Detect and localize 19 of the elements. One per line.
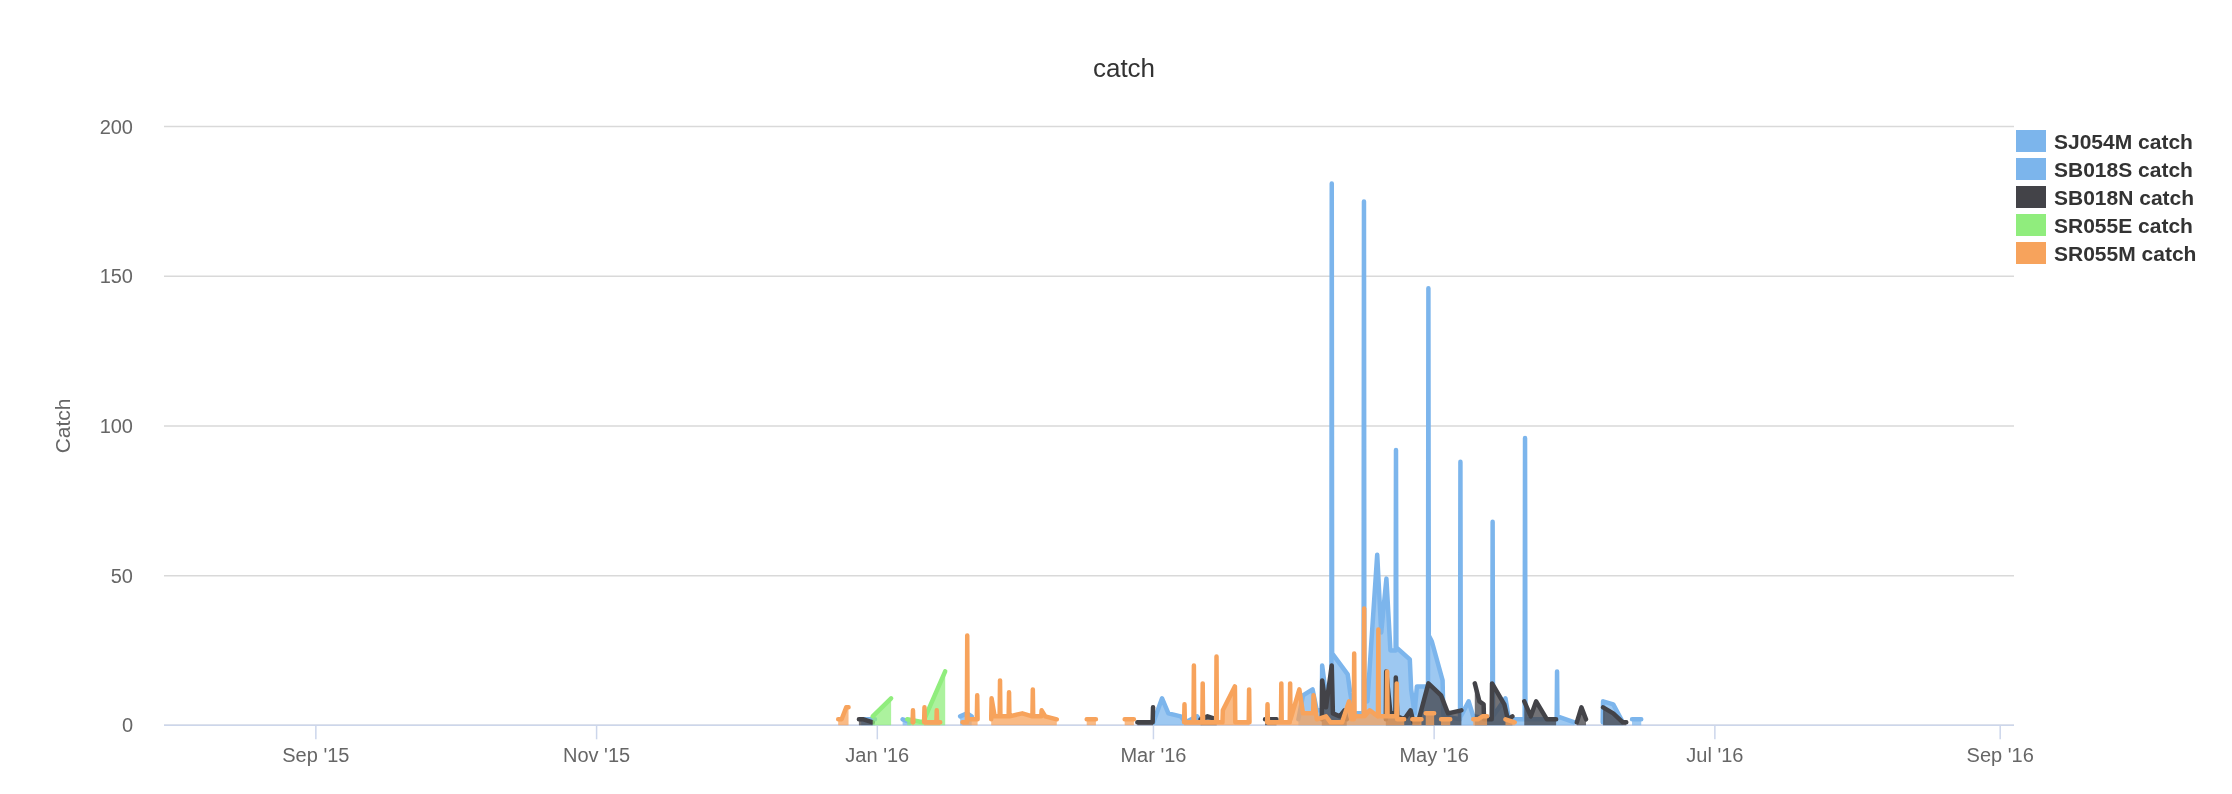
legend-label: SR055M catch [2054,241,2197,265]
y-tick-label: 100 [99,414,133,437]
y-tick-label: 0 [121,714,133,737]
y-tick-label: 150 [99,265,133,288]
x-tick-label: Jul '16 [1686,744,1744,766]
chart-title: catch [1092,53,1156,83]
x-tick-label: Nov '15 [562,744,631,766]
x-tick-label: Sep '16 [1966,744,2034,766]
legend-label: SR055E catch [2054,213,2193,237]
legend-label: SJ054M catch [2054,129,2193,153]
y-tick-label: 50 [110,564,133,587]
legend-label: SB018N catch [2054,185,2195,209]
x-tick-label: May '16 [1399,744,1469,766]
y-axis-title: Catch [50,398,74,454]
y-tick-label: 200 [99,115,133,138]
x-tick-label: Sep '15 [282,744,350,766]
x-tick-label: Jan '16 [845,744,910,766]
legend-label: SB018S catch [2054,157,2193,181]
x-tick-label: Mar '16 [1120,744,1187,766]
